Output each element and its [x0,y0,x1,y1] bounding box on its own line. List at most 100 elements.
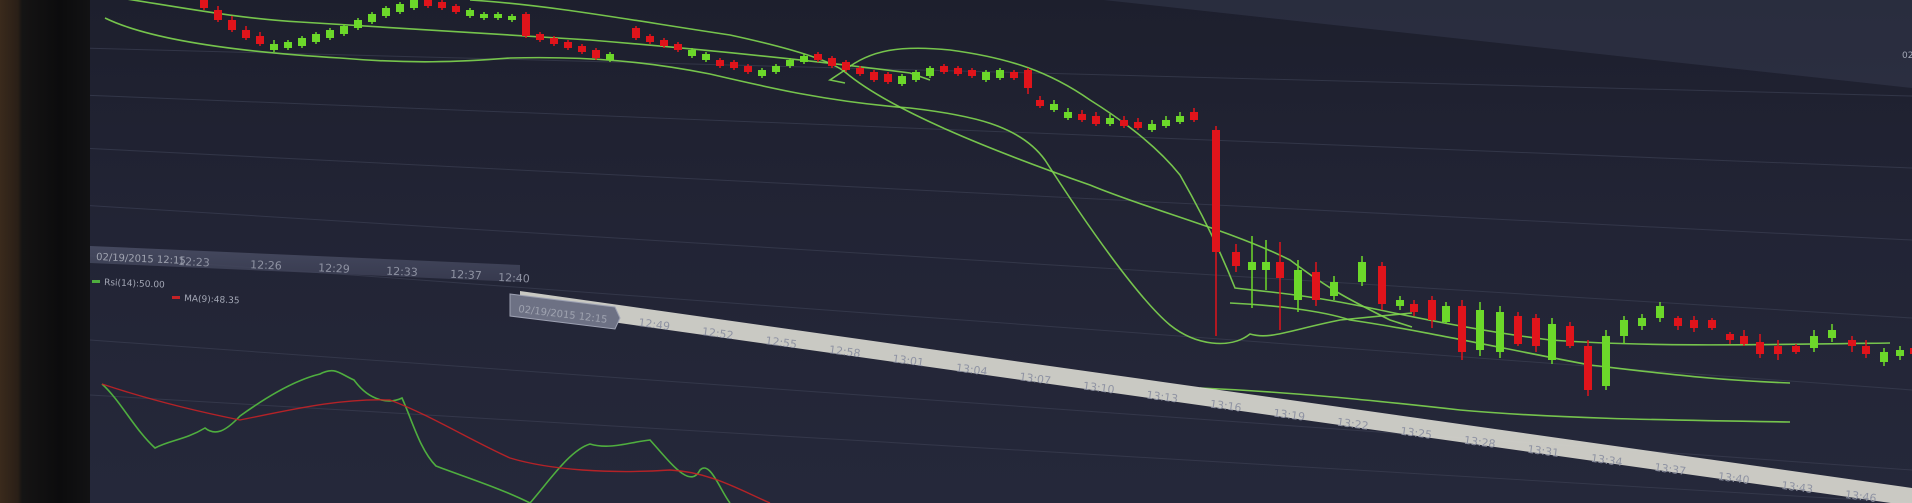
candle-bear [522,14,530,36]
candle-bull [898,76,906,84]
time-axis-label: 12:49 [638,316,671,333]
band-line [1229,302,1791,384]
candle-bear [1120,120,1128,126]
candle-bull [688,50,696,56]
chart-canvas: 02/19/2015 12:15 12:23 12:26 12:29 12:33 12:… [90,0,1912,503]
candle-bear [1690,320,1698,328]
candle-bear [1532,318,1540,346]
candle-bear [1774,346,1782,354]
time-axis-label: 13:28 [1463,434,1496,451]
candle-bull [800,56,808,62]
upper-time-axis-strip [90,246,520,282]
candle-bull [1896,350,1904,356]
candle-bull [1638,318,1646,326]
candle-bear [632,28,640,38]
candle-bull [1106,118,1114,124]
candle-bull [1620,320,1628,336]
time-axis-label: 13:43 [1781,479,1814,496]
candle-bull [1162,120,1170,126]
candle-bear [1010,72,1018,78]
time-axis-label: 12:40 [498,271,530,285]
candle-bull [312,34,320,42]
lower-time-axis-strip [520,291,1912,503]
candle-bull [396,4,404,12]
candle-bull [772,66,780,72]
candle-bear [1514,316,1522,344]
time-axis-label: 13:31 [1527,443,1560,460]
candle-bull [480,14,488,18]
candle-bull [1880,352,1888,362]
candle-bear [452,6,460,12]
time-axis-label: 12:55 [765,334,798,351]
candle-bull [1148,124,1156,130]
time-tooltip-lower-box [509,293,621,330]
candle-bull [326,30,334,38]
rsi-legend-swatch [92,280,100,283]
time-axis-label: 12:26 [250,258,282,272]
candle-bear [954,68,962,74]
band-line [1199,387,1791,423]
candle-bull [996,70,1004,78]
corner-label: 02 [1902,51,1912,61]
candle-bear [674,44,682,50]
candle-bull [1828,330,1836,338]
grid-line [90,94,1912,169]
candle-bull [270,44,278,50]
rsi-indicator-pane [101,369,771,503]
chart-gridlines [90,47,1912,503]
candle-bull [786,60,794,66]
candle-bull [702,54,710,60]
candle-bear [1428,300,1436,320]
candle-bull [354,20,362,28]
candle-bear [214,10,222,20]
candle-bull [340,26,348,34]
time-axis-label: 13:46 [1844,488,1877,503]
time-axis-label: 13:10 [1082,379,1115,396]
time-axis-label: 13:04 [955,361,988,378]
candle-bull [368,14,376,22]
time-axis-label: 12:29 [318,261,350,275]
candle-bull [1294,270,1302,300]
candle-bear [716,60,724,66]
candle-bull [382,8,390,16]
time-axis-label: 12:58 [828,343,861,360]
candle-bear [1036,100,1044,106]
candle-bear [536,34,544,40]
candle-bear [1792,346,1800,352]
candle-bull [912,72,920,80]
indicator-legend: Rsi(14):50.00 MA(9):48.35 [92,278,240,306]
candle-bear [1276,262,1284,278]
time-axis-label: 13:01 [892,352,925,369]
time-axis-label: 13:25 [1400,425,1433,442]
candle-bear [1312,272,1320,300]
time-axis-label: 12:23 [178,255,210,269]
candle-bull [298,38,306,46]
grid-line [90,148,1912,241]
candle-bull [926,68,934,76]
candle-bull [410,0,418,8]
candle-bull [1496,312,1504,352]
candle-bear [1410,304,1418,312]
candle-bear [646,36,654,42]
candle-bear [424,0,432,6]
grid-line [90,394,1912,503]
candle-bull [1358,262,1366,282]
time-axis-label: 13:34 [1590,452,1623,469]
candle-bear [1078,114,1086,120]
candle-bear [550,38,558,44]
candle-bear [1726,334,1734,340]
candle-bull [1442,306,1450,322]
candle-bear [1092,116,1100,124]
candle-bull [1330,282,1338,296]
ma-line [101,383,771,503]
candle-bear [242,30,250,38]
lower-time-axis: 02/19/2015 12:15 12:4912:5212:5512:5813:… [509,291,1912,503]
band-line [104,17,1413,345]
candle-bull [284,42,292,48]
rsi-legend-label: Rsi(14):50.00 [104,278,165,291]
time-axis-label: 13:19 [1273,407,1306,424]
candle-bear [1584,346,1592,390]
candle-bull [1602,336,1610,386]
top-right-panel-shade [920,0,1912,88]
